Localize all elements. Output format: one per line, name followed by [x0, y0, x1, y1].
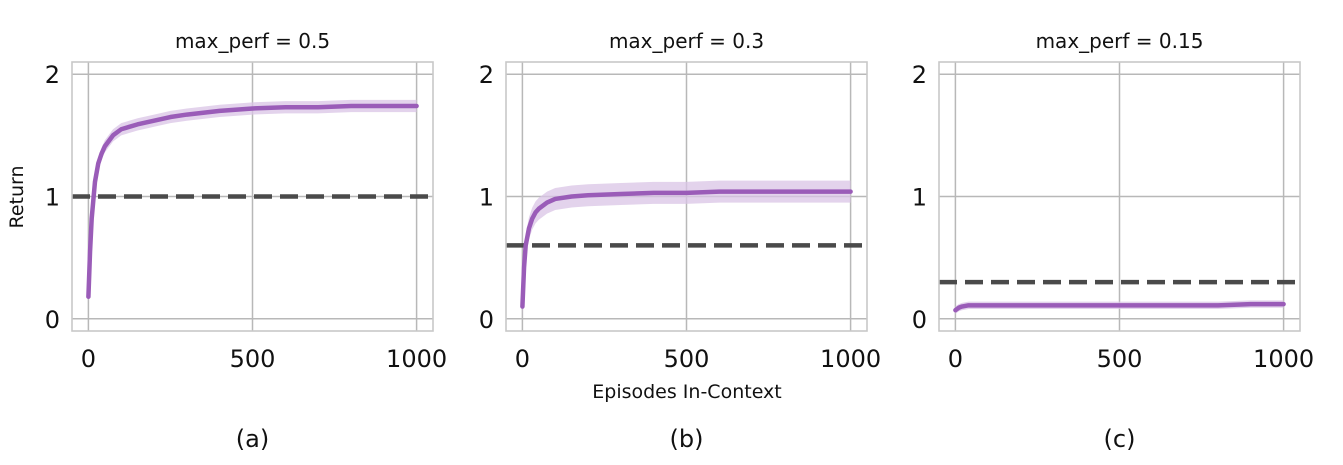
x-tick-label: 0	[948, 345, 963, 373]
y-tick-label: 0	[912, 306, 927, 334]
panel-title: max_perf = 0.3	[609, 29, 764, 53]
y-tick-label: 1	[912, 184, 927, 212]
y-tick-label: 1	[45, 184, 60, 212]
y-tick-label: 2	[912, 61, 927, 89]
panel-2: 0 500 1000 0 1 2 max_perf = 0.3 (b)	[479, 29, 881, 453]
plot-frame	[938, 61, 1301, 332]
x-axis-label: Episodes In-Context	[592, 381, 782, 403]
panel-title: max_perf = 0.5	[175, 29, 330, 53]
series-line	[953, 301, 1286, 313]
x-tick-label: 500	[1097, 345, 1143, 373]
series-line	[520, 189, 853, 309]
x-tick-label: 500	[230, 345, 276, 373]
y-tick-label: 2	[479, 61, 494, 89]
x-tick-label: 1000	[820, 345, 881, 373]
panel-1: 0 500 1000 0 1 2 max_perf = 0.5 (a)	[45, 29, 447, 453]
y-tick-label: 1	[479, 184, 494, 212]
panel-3: 0 500 1000 0 1 2 max_perf = 0.15 (c)	[912, 29, 1314, 453]
x-tick-label: 1000	[1253, 345, 1314, 373]
panel-caption: (a)	[236, 425, 269, 453]
plot-frame	[505, 61, 868, 332]
x-tick-label: 1000	[386, 345, 447, 373]
y-tick-label: 0	[479, 306, 494, 334]
panel-title: max_perf = 0.15	[1036, 29, 1204, 53]
series-line	[86, 103, 419, 300]
plot-frame	[71, 61, 434, 332]
x-tick-label: 0	[515, 345, 530, 373]
x-tick-label: 0	[81, 345, 96, 373]
panel-caption: (b)	[670, 425, 704, 453]
panel-caption: (c)	[1104, 425, 1136, 453]
series-confidence-band	[522, 180, 851, 318]
y-tick-label: 0	[45, 306, 60, 334]
x-tick-label: 500	[664, 345, 710, 373]
y-axis-label: Return	[6, 165, 28, 228]
y-tick-label: 2	[45, 61, 60, 89]
panels: 0 500 1000 0 1 2 max_perf = 0.5 (a) 0 500 1000 0 1 2 m…	[45, 29, 1314, 453]
